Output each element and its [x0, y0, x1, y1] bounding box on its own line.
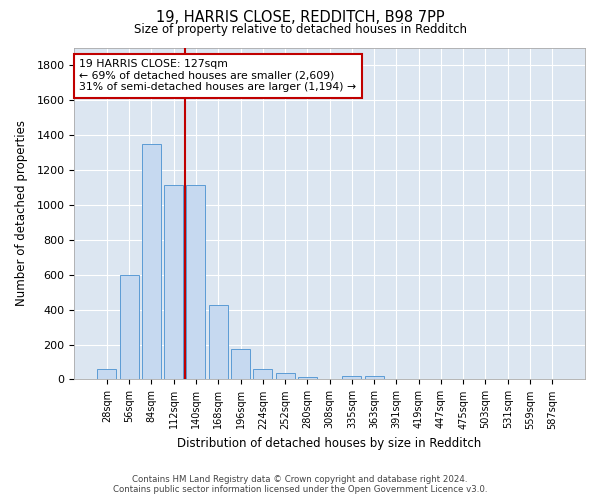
Bar — [365, 376, 383, 380]
X-axis label: Distribution of detached houses by size in Redditch: Distribution of detached houses by size … — [178, 437, 482, 450]
Bar — [275, 373, 295, 380]
Bar — [119, 274, 139, 380]
Bar — [142, 144, 161, 380]
Bar — [187, 184, 205, 380]
Bar — [298, 378, 317, 380]
Text: Contains HM Land Registry data © Crown copyright and database right 2024.
Contai: Contains HM Land Registry data © Crown c… — [113, 474, 487, 494]
Text: 19, HARRIS CLOSE, REDDITCH, B98 7PP: 19, HARRIS CLOSE, REDDITCH, B98 7PP — [155, 10, 445, 25]
Bar — [164, 184, 183, 380]
Text: 19 HARRIS CLOSE: 127sqm
← 69% of detached houses are smaller (2,609)
31% of semi: 19 HARRIS CLOSE: 127sqm ← 69% of detache… — [79, 59, 356, 92]
Bar — [97, 370, 116, 380]
Y-axis label: Number of detached properties: Number of detached properties — [15, 120, 28, 306]
Bar — [231, 349, 250, 380]
Bar — [253, 369, 272, 380]
Text: Size of property relative to detached houses in Redditch: Size of property relative to detached ho… — [133, 22, 467, 36]
Bar — [209, 305, 227, 380]
Bar — [343, 376, 361, 380]
